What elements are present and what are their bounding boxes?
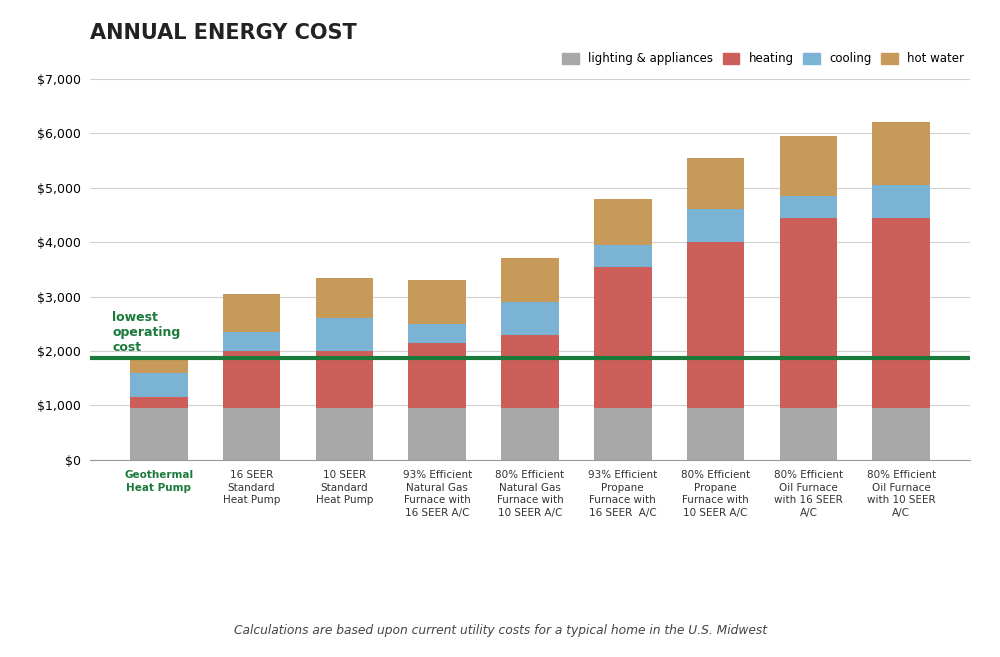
Bar [408, 324, 466, 343]
Bar [316, 408, 373, 460]
Bar [501, 258, 559, 302]
Bar [223, 408, 280, 460]
Bar [501, 408, 559, 460]
Text: Calculations are based upon current utility costs for a typical home in the U.S.: Calculations are based upon current util… [234, 624, 767, 637]
Bar [130, 373, 188, 397]
Bar [872, 217, 930, 408]
Text: lowest
operating
cost: lowest operating cost [112, 311, 181, 354]
Bar [130, 408, 188, 460]
Bar [687, 158, 744, 210]
Bar [594, 408, 652, 460]
Bar [780, 196, 837, 217]
Bar [687, 242, 744, 408]
Bar [780, 136, 837, 196]
Bar [501, 334, 559, 408]
Text: ANNUAL ENERGY COST: ANNUAL ENERGY COST [90, 23, 357, 43]
Bar [872, 408, 930, 460]
Bar [780, 217, 837, 408]
Bar [223, 351, 280, 408]
Bar [408, 343, 466, 408]
Bar [130, 397, 188, 408]
Bar [408, 281, 466, 324]
Bar [687, 408, 744, 460]
Bar [780, 408, 837, 460]
Bar [594, 198, 652, 245]
Bar [316, 319, 373, 351]
Bar [687, 210, 744, 242]
Bar [130, 359, 188, 373]
Bar [501, 302, 559, 334]
Bar [223, 294, 280, 332]
Bar [594, 267, 652, 408]
Bar [872, 122, 930, 185]
Bar [408, 408, 466, 460]
Bar [316, 351, 373, 408]
Bar [594, 245, 652, 267]
Bar [316, 277, 373, 319]
Legend: lighting & appliances, heating, cooling, hot water: lighting & appliances, heating, cooling,… [562, 53, 964, 65]
Bar [872, 185, 930, 217]
Bar [223, 332, 280, 351]
